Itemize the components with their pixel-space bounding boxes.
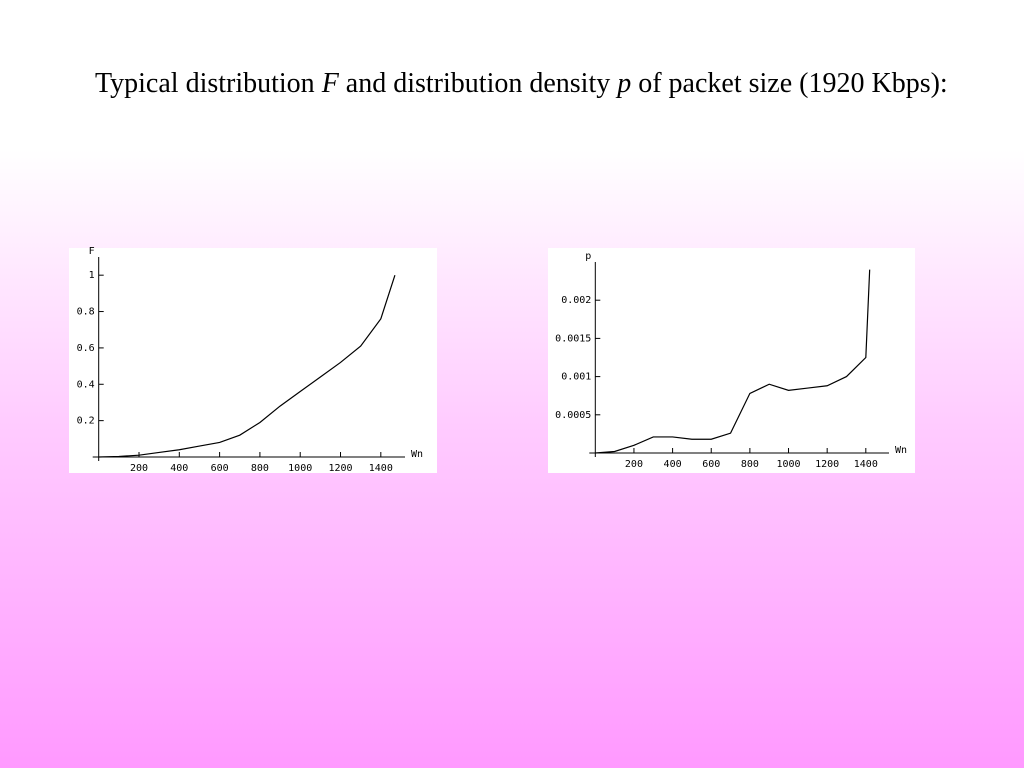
y-tick-label: 0.001 xyxy=(561,372,591,383)
y-axis-label: p xyxy=(585,251,591,262)
y-tick-label: 0.2 xyxy=(77,416,95,427)
y-tick-label: 1 xyxy=(89,270,95,281)
x-tick-label: 1200 xyxy=(815,459,839,470)
x-tick-label: 600 xyxy=(702,459,720,470)
x-axis-label: Wn xyxy=(411,449,423,460)
x-tick-label: 600 xyxy=(211,463,229,474)
slide-title: Typical distribution F and distribution … xyxy=(95,66,965,102)
y-tick-label: 0.6 xyxy=(77,343,95,354)
x-tick-label: 800 xyxy=(741,459,759,470)
x-tick-label: 1400 xyxy=(369,463,393,474)
x-tick-label: 400 xyxy=(664,459,682,470)
chart-panel xyxy=(69,248,437,473)
data-line xyxy=(595,269,871,454)
title-part: and distribution density xyxy=(338,68,618,99)
x-tick-label: 1400 xyxy=(854,459,878,470)
data-line xyxy=(98,274,396,458)
y-tick-label: 0.0015 xyxy=(555,333,591,344)
x-tick-label: 200 xyxy=(130,463,148,474)
x-tick-label: 1000 xyxy=(288,463,312,474)
x-tick-label: 1000 xyxy=(776,459,800,470)
title-part: of packet size (1920 Kbps): xyxy=(631,68,948,99)
x-tick-label: 200 xyxy=(625,459,643,470)
title-part: F xyxy=(321,68,339,99)
x-tick-label: 800 xyxy=(251,463,269,474)
y-tick-label: 0.0005 xyxy=(555,410,591,421)
chart-panel xyxy=(548,248,915,473)
y-tick-label: 0.8 xyxy=(77,307,95,318)
title-part: p xyxy=(617,68,632,99)
x-axis-label: Wn xyxy=(895,445,907,456)
x-tick-label: 400 xyxy=(170,463,188,474)
title-part: Typical distribution xyxy=(95,68,322,99)
y-axis-label: F xyxy=(89,246,95,257)
x-tick-label: 1200 xyxy=(328,463,352,474)
y-tick-label: 0.002 xyxy=(561,295,591,306)
y-tick-label: 0.4 xyxy=(77,379,95,390)
